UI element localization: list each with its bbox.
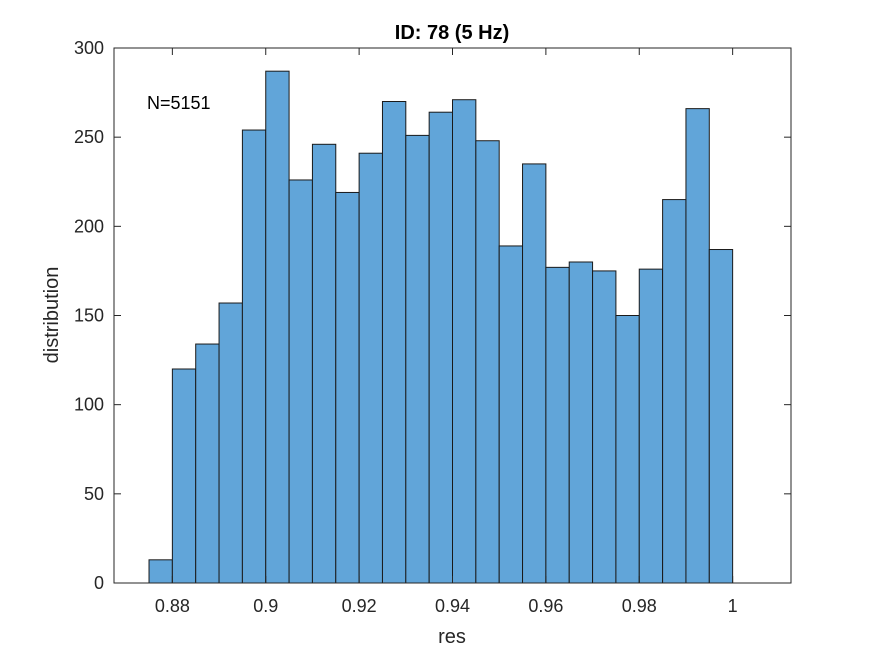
histogram-bar xyxy=(241,129,267,584)
histogram-bar xyxy=(265,70,290,584)
y-axis-label: distribution xyxy=(41,267,63,364)
histogram-bar xyxy=(592,270,617,584)
y-tick-label: 250 xyxy=(74,127,104,147)
ticks-group: 0.88 0.9 0.92 0.94 0.96 0.98 1 0 50 100 150 200 250 3… xyxy=(74,38,791,616)
histogram-bar xyxy=(638,268,664,584)
x-tick-label: 1 xyxy=(728,596,738,616)
y-tick-label: 150 xyxy=(74,306,104,326)
histogram-bar xyxy=(615,315,640,584)
histogram-bar xyxy=(685,108,710,584)
x-tick-label: 0.96 xyxy=(528,596,563,616)
histogram-bar xyxy=(218,302,243,584)
histogram-bar xyxy=(568,261,594,584)
histogram-bar xyxy=(662,199,687,584)
x-tick-label: 0.92 xyxy=(342,596,377,616)
histogram-bar xyxy=(171,368,197,584)
sample-count-annotation: N=5151 xyxy=(147,93,211,113)
histogram-bar xyxy=(405,134,430,584)
histogram-bar xyxy=(498,245,524,584)
x-tick-label: 0.98 xyxy=(622,596,657,616)
x-tick-label: 0.94 xyxy=(435,596,470,616)
histogram-bar xyxy=(708,249,734,584)
histogram-bar xyxy=(288,179,313,584)
histogram-bar xyxy=(475,140,500,584)
y-tick-label: 300 xyxy=(74,38,104,58)
x-tick-label: 0.88 xyxy=(155,596,190,616)
x-tick-label: 0.9 xyxy=(253,596,278,616)
histogram-bar xyxy=(358,152,383,584)
histogram-bar xyxy=(148,559,173,584)
histogram-bar xyxy=(195,343,220,584)
y-tick-label: 0 xyxy=(94,573,104,593)
bars-group xyxy=(148,70,734,584)
y-tick-label: 200 xyxy=(74,216,104,236)
chart-title: ID: 78 (5 Hz) xyxy=(395,22,509,44)
histogram-bar xyxy=(522,163,547,584)
histogram-bar xyxy=(311,143,337,584)
histogram-bar xyxy=(335,191,360,584)
histogram-bar xyxy=(452,99,477,584)
y-tick-label: 100 xyxy=(74,395,104,415)
histogram-bar xyxy=(381,101,407,584)
histogram-bar xyxy=(545,266,570,584)
histogram-bar xyxy=(428,111,454,584)
x-axis-label: res xyxy=(438,626,466,648)
y-tick-label: 50 xyxy=(84,484,104,504)
